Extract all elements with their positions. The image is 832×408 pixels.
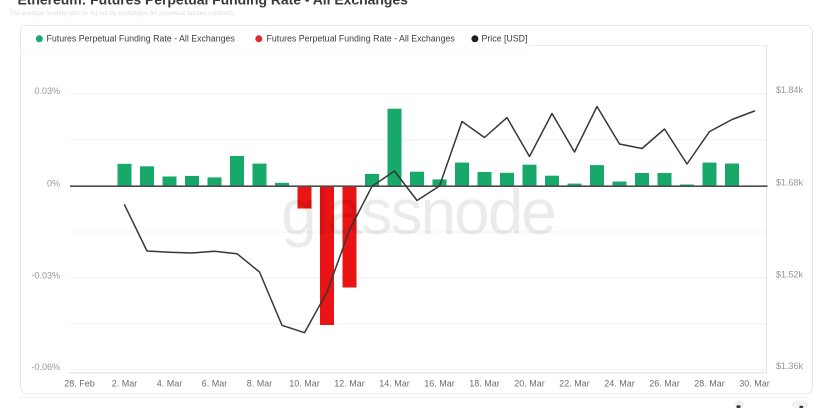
svg-text:10. Mar: 10. Mar: [289, 379, 320, 389]
svg-text:Futures Perpetual Funding Rate: Futures Perpetual Funding Rate - All Exc…: [47, 34, 236, 44]
svg-text:16. Mar: 16. Mar: [424, 379, 455, 389]
svg-text:$1.84k: $1.84k: [776, 85, 804, 95]
svg-text:$1.68k: $1.68k: [776, 177, 804, 187]
svg-text:$1.52k: $1.52k: [776, 269, 804, 279]
svg-text:30. Mar: 30. Mar: [739, 379, 770, 389]
svg-text:glassnode: glassnode: [281, 176, 555, 248]
svg-text:26. Mar: 26. Mar: [649, 379, 680, 389]
svg-text:6. Mar: 6. Mar: [202, 379, 228, 389]
svg-text:4. Mar: 4. Mar: [157, 379, 183, 389]
svg-text:-0.06%: -0.06%: [31, 362, 60, 372]
svg-text:12. Mar: 12. Mar: [334, 379, 365, 389]
svg-text:14. Mar: 14. Mar: [379, 379, 410, 389]
svg-text:Ethereum: Futures Perpetual Fu: Ethereum: Futures Perpetual Funding Rate…: [18, 0, 409, 8]
svg-text:28. Mar: 28. Mar: [694, 379, 725, 389]
svg-text:0.03%: 0.03%: [34, 86, 60, 96]
svg-text:0%: 0%: [47, 178, 60, 188]
svg-text:$1.36k: $1.36k: [776, 361, 804, 371]
svg-text:2. Mar: 2. Mar: [112, 379, 138, 389]
svg-text:The average funding rate (in %: The average funding rate (in %) set by e…: [9, 10, 234, 17]
svg-text:22. Mar: 22. Mar: [559, 379, 590, 389]
svg-text:20. Mar: 20. Mar: [514, 379, 545, 389]
svg-text:-0.03%: -0.03%: [31, 270, 60, 280]
svg-text:18. Mar: 18. Mar: [469, 379, 500, 389]
svg-text:24. Mar: 24. Mar: [604, 379, 635, 389]
svg-text:Futures Perpetual Funding Rate: Futures Perpetual Funding Rate - All Exc…: [267, 34, 456, 44]
svg-text:8. Mar: 8. Mar: [247, 379, 273, 389]
svg-text:Price [USD]: Price [USD]: [482, 34, 528, 44]
svg-text:28. Feb: 28. Feb: [64, 379, 95, 389]
